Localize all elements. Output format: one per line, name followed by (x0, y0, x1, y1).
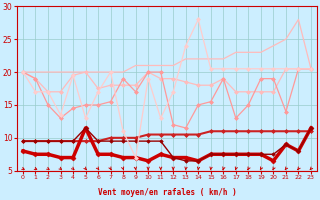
X-axis label: Vent moyen/en rafales ( km/h ): Vent moyen/en rafales ( km/h ) (98, 188, 236, 197)
